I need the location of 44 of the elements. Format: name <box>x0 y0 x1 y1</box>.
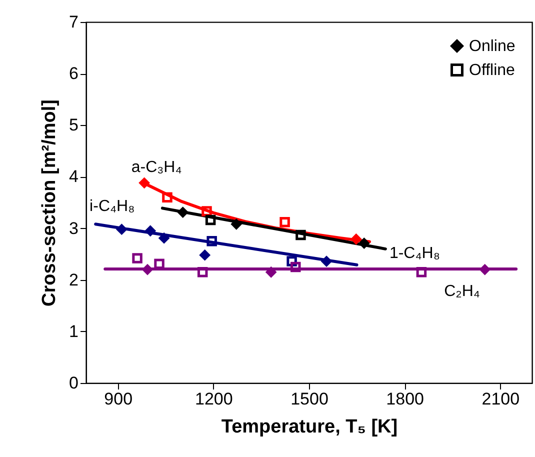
y-axis-title: Cross-section [m²/mol] <box>39 100 60 306</box>
point <box>416 267 427 278</box>
point <box>206 236 217 246</box>
point <box>116 224 128 236</box>
x-tick-label: 900 <box>104 390 133 408</box>
y-tick-label: 5 <box>69 116 78 135</box>
point <box>265 266 277 278</box>
y-tick-label: 1 <box>69 322 78 341</box>
y-tick-label: 6 <box>69 64 78 84</box>
x-tick-label: 1500 <box>290 390 328 408</box>
legend-label: Offline <box>469 62 516 79</box>
series-label: C₂H₄ <box>444 283 480 300</box>
series-label: 1-C₄H₈ <box>389 244 440 262</box>
point <box>280 216 290 228</box>
point <box>162 192 172 202</box>
x-axis-title: Temperature, T₅ [K] <box>221 416 398 438</box>
point <box>144 225 156 237</box>
x-tick-label: 1200 <box>195 390 233 408</box>
y-tick-label: 2 <box>69 270 78 290</box>
point <box>320 256 332 267</box>
series-label: a-C₃H₄ <box>131 158 182 176</box>
y-tick-label: 3 <box>69 218 78 238</box>
point <box>205 214 216 226</box>
point <box>230 218 242 230</box>
point <box>479 264 491 276</box>
point <box>132 253 142 264</box>
point <box>177 206 189 218</box>
point <box>158 232 170 244</box>
point <box>199 249 211 261</box>
series-label: i-C₄H₈ <box>90 198 135 216</box>
x-tick-label: 2100 <box>482 390 520 408</box>
point <box>154 258 164 269</box>
point <box>290 262 301 272</box>
point <box>197 267 208 278</box>
point <box>350 233 362 245</box>
legend-label: Online <box>469 38 516 55</box>
point <box>296 230 306 240</box>
x-tick-label: 1800 <box>386 390 424 408</box>
y-tick-label: 4 <box>69 167 78 186</box>
point <box>358 238 370 249</box>
point <box>142 264 154 276</box>
y-tick-label: 7 <box>69 12 78 32</box>
y-tick-label: 0 <box>69 374 78 392</box>
point <box>138 177 150 189</box>
